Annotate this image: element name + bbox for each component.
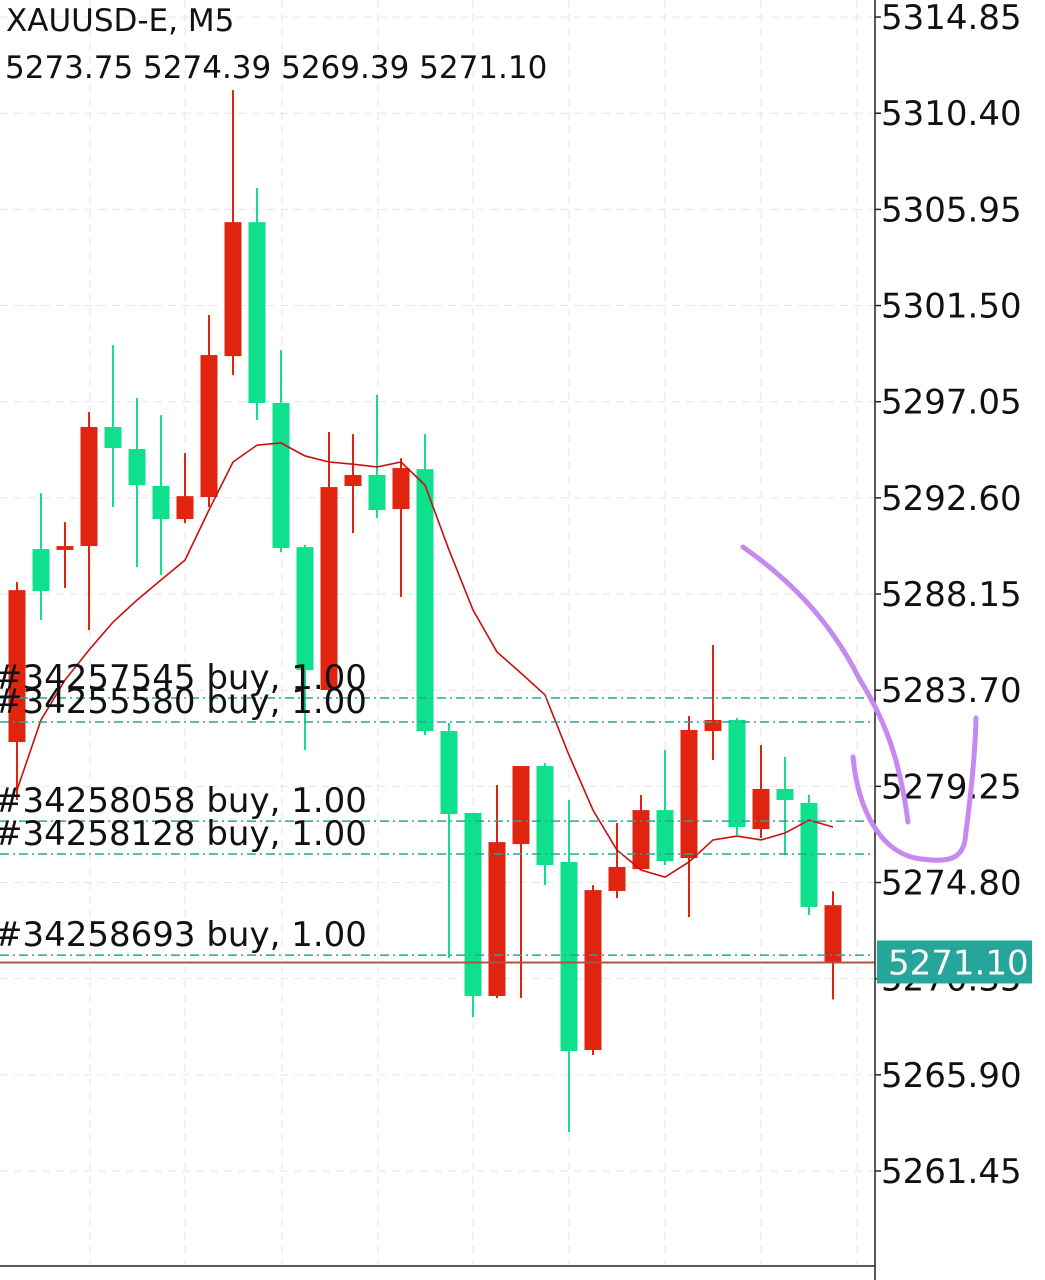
y-tick-label: 5265.90	[881, 1056, 1022, 1096]
grid	[0, 0, 875, 1265]
candle-body	[56, 546, 74, 550]
y-tick-label: 5288.15	[881, 575, 1022, 615]
candle-body	[176, 496, 194, 520]
y-tick-label: 5261.45	[881, 1152, 1022, 1192]
candle-body	[752, 788, 770, 830]
order-label: #34255580 buy, 1.00	[0, 682, 367, 722]
candle-body	[32, 549, 50, 592]
y-tick-label: 5305.95	[881, 190, 1022, 230]
y-tick-label: 5301.50	[881, 287, 1022, 327]
candle-body	[344, 474, 362, 486]
candle-body	[824, 905, 842, 963]
order-label: #34258693 buy, 1.00	[0, 915, 367, 955]
order-label: #34258058 buy, 1.00	[0, 781, 367, 821]
last-price-box	[877, 940, 1032, 984]
candle-body	[704, 720, 722, 732]
candle-body	[608, 866, 626, 891]
candle-body	[776, 788, 794, 800]
order-label: #34257545 buy, 1.00	[0, 658, 367, 698]
y-tick-label: 5314.85	[881, 0, 1022, 38]
candle-body	[224, 222, 242, 357]
candle-body	[128, 449, 146, 486]
candle-body	[296, 547, 314, 671]
candle-body	[416, 469, 434, 732]
candle-body	[440, 731, 458, 815]
candle-body	[392, 468, 410, 510]
candle-body	[632, 810, 650, 870]
ohlc-header: 5273.75 5274.39 5269.39 5271.10	[5, 50, 547, 86]
drawing	[740, 544, 911, 825]
drawing	[850, 715, 979, 863]
candle-body	[536, 766, 554, 866]
chart-title: XAUUSD-E, M5	[6, 3, 234, 39]
candle-body	[368, 474, 386, 510]
y-tick-label: 5310.40	[881, 94, 1022, 134]
candle-body	[8, 590, 26, 743]
candle-body	[800, 802, 818, 907]
candle-body	[464, 812, 482, 996]
last-price-label: 5271.10	[888, 943, 1029, 983]
candle-body	[320, 487, 338, 690]
candle-body	[248, 222, 266, 404]
candle-body	[488, 842, 506, 996]
y-tick-label: 5274.80	[881, 864, 1022, 904]
y-tick-label: 5283.70	[881, 671, 1022, 711]
candle-body	[272, 403, 290, 549]
candle-body	[680, 729, 698, 859]
y-tick-label: 5297.05	[881, 383, 1022, 423]
plot: #34257545 buy, 1.00#34255580 buy, 1.00 #3…	[0, 90, 875, 1133]
price-axis: 5314.85 5310.40 5305.95 5301.50 5297.05 5292.…	[875, 0, 1032, 1192]
candle-body	[728, 720, 746, 827]
candle-body	[656, 810, 674, 862]
candle-body	[104, 426, 122, 448]
candle-body	[584, 890, 602, 1050]
candle-body	[560, 861, 578, 1052]
candle-body	[512, 766, 530, 845]
candle-body	[152, 485, 170, 520]
order-label: #34258128 buy, 1.00	[0, 814, 367, 854]
candle-body	[80, 426, 98, 547]
candle-body	[200, 355, 218, 498]
y-tick-label: 5292.60	[881, 479, 1022, 519]
